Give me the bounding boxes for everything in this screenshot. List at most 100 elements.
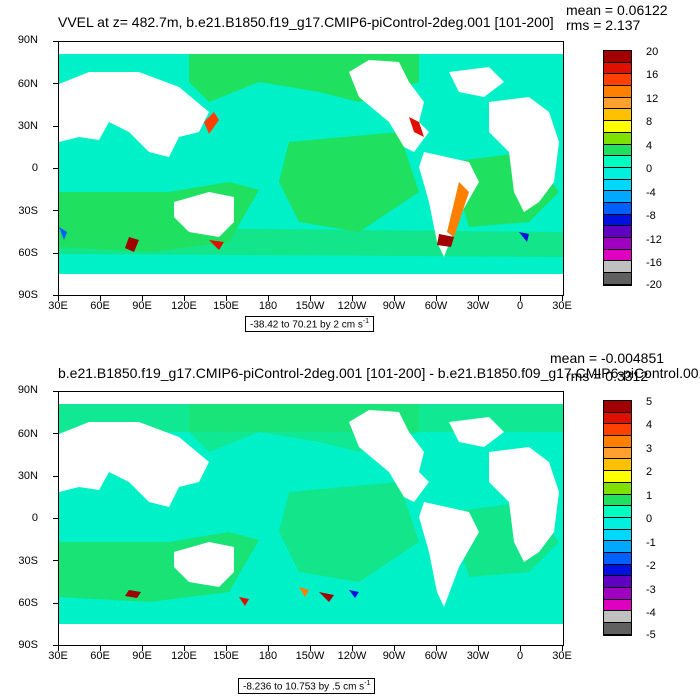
colorbar-swatch: [604, 552, 631, 565]
lon-label: 150E: [213, 650, 239, 662]
axis-tick: [53, 560, 58, 562]
lat-label: 60N: [17, 428, 38, 440]
colorbar-swatch: [604, 576, 631, 588]
lon-label: 120E: [171, 650, 197, 662]
colorbar-swatch: [604, 238, 631, 250]
colorbar-swatch: [604, 482, 631, 495]
axis-tick: [394, 296, 395, 301]
axis-tick: [53, 433, 58, 435]
colorbar-swatch: [604, 214, 631, 227]
colorbar-swatch: [604, 599, 631, 612]
lat-label: 90N: [17, 34, 38, 46]
colorbar-label: 0: [646, 163, 653, 175]
lon-label: 30W: [466, 300, 490, 312]
colorbar-label: -16: [646, 257, 662, 269]
lon-label: 0: [516, 650, 524, 662]
panel2-mean: mean = -0.004851: [550, 350, 665, 366]
lat-label: 60S: [18, 247, 38, 259]
lat-label: 0: [31, 162, 38, 174]
lat-label: 90S: [18, 289, 38, 301]
lat-label: 30N: [17, 470, 38, 482]
panel1-map: [58, 41, 564, 296]
colorbar-label: 1: [646, 490, 653, 502]
colorbar-label: -20: [646, 279, 662, 291]
axis-tick: [53, 644, 58, 646]
panel1-rms: rms = 2.137: [566, 17, 641, 33]
panel2-map: [58, 391, 564, 646]
colorbar-label: 12: [646, 93, 659, 105]
lon-label: 180: [258, 650, 278, 662]
colorbar-swatch: [604, 588, 631, 600]
lon-label: 120W: [337, 300, 367, 312]
axis-tick: [352, 296, 353, 301]
axis-tick: [53, 41, 58, 42]
panel1-map-svg: [59, 42, 563, 295]
colorbar-label: 0: [646, 513, 653, 525]
axis-tick: [53, 602, 58, 604]
lat-label: 90N: [17, 384, 38, 396]
axis-tick: [53, 125, 58, 127]
panel2-range: -8.236 to 10.753 by .5 cm s-1: [238, 678, 376, 695]
colorbar-swatch: [604, 97, 631, 110]
panel2-map-svg: [59, 392, 563, 645]
colorbar-swatch: [604, 74, 631, 87]
colorbar-swatch: [604, 132, 631, 145]
lon-label: 30E: [48, 300, 68, 312]
axis-tick: [310, 296, 311, 301]
colorbar-swatch: [604, 226, 631, 238]
axis-tick: [53, 210, 58, 212]
lon-label: 30E: [48, 650, 68, 662]
colorbar-swatch: [604, 424, 631, 437]
panel2-colorbar: [603, 400, 632, 636]
lat-label: 0: [31, 512, 38, 524]
colorbar-label: -2: [646, 560, 656, 572]
colorbar-swatch: [604, 249, 631, 262]
lon-label: 30W: [466, 650, 490, 662]
lon-label: 180: [258, 300, 278, 312]
axis-tick: [562, 646, 563, 651]
colorbar-label: 8: [646, 116, 653, 128]
lon-label: 60W: [424, 300, 448, 312]
colorbar-label: 4: [646, 140, 653, 152]
colorbar-swatch: [604, 261, 631, 274]
lon-label: 120W: [337, 650, 367, 662]
colorbar-label: 3: [646, 443, 653, 455]
lat-label: 30S: [18, 555, 38, 567]
colorbar-swatch: [604, 121, 631, 133]
colorbar-label: 5: [646, 396, 653, 408]
axis-tick: [268, 646, 269, 651]
colorbar-swatch: [604, 517, 631, 530]
axis-tick: [226, 296, 227, 301]
colorbar-label: -8: [646, 210, 656, 222]
axis-tick: [478, 646, 479, 651]
axis-tick: [394, 646, 395, 651]
axis-tick: [53, 167, 58, 169]
colorbar-label: 2: [646, 466, 653, 478]
colorbar-swatch: [604, 167, 631, 180]
lat-label: 30S: [18, 205, 38, 217]
lon-label: 60E: [90, 300, 110, 312]
colorbar-label: 4: [646, 419, 653, 431]
axis-tick: [268, 296, 269, 301]
colorbar-swatch: [604, 611, 631, 624]
colorbar-swatch: [604, 494, 631, 507]
lon-label: 90E: [132, 650, 152, 662]
colorbar-swatch: [604, 202, 631, 215]
axis-tick: [53, 83, 58, 85]
colorbar-swatch: [604, 506, 631, 518]
lon-label: 150W: [295, 650, 325, 662]
colorbar-swatch: [604, 62, 631, 75]
panel1-mean: mean = 0.06122: [566, 2, 668, 18]
axis-tick: [53, 391, 58, 392]
lat-label: 90S: [18, 639, 38, 651]
colorbar-label: -1: [646, 537, 656, 549]
lon-label: 0: [516, 300, 524, 312]
colorbar-swatch: [604, 401, 631, 413]
axis-tick: [53, 517, 58, 519]
lon-label: 60W: [424, 650, 448, 662]
axis-tick: [53, 475, 58, 477]
colorbar-label: -4: [646, 187, 656, 199]
colorbar-swatch: [604, 51, 631, 63]
axis-tick: [100, 296, 101, 301]
panel2-title: b.e21.B1850.f19_g17.CMIP6-piControl-2deg…: [58, 365, 700, 381]
